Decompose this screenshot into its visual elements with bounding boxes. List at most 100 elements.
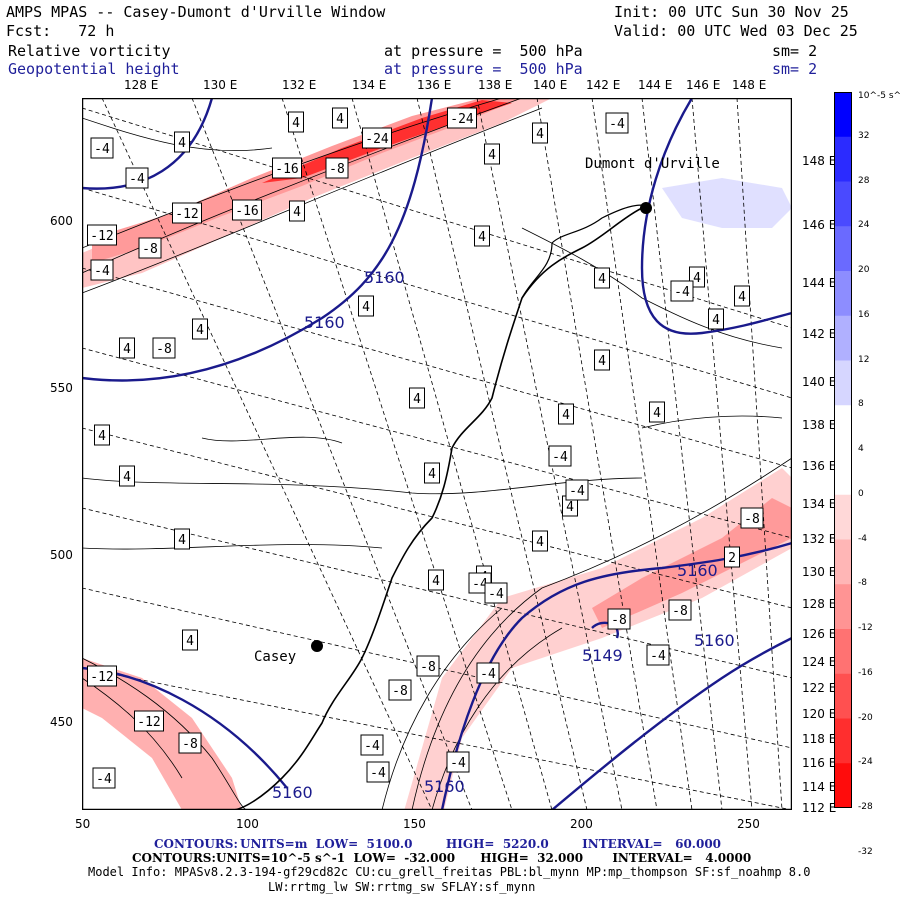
colorbar-cell [834,136,852,182]
colorbar-label: -4 [858,533,867,544]
colorbar-label: 12 [858,354,870,365]
colorbar-cell [834,584,852,630]
lon-label: 134 E [352,78,387,92]
svg-text:4: 4 [196,323,204,338]
svg-text:-4: -4 [364,739,380,754]
contour-info-label-1: CONTOURS: [154,837,238,851]
svg-text:-4: -4 [609,117,625,132]
svg-text:-4: -4 [552,450,568,465]
height-label: 5160 [304,313,345,332]
colorbar-label: 20 [858,265,870,275]
lon-label-right: 114 E [802,780,837,794]
colorbar-cell [834,763,852,808]
colorbar-cell [834,450,852,496]
vorticity-label: 4 [649,401,665,423]
field2-sm: sm= 2 [772,60,818,78]
field1-name: Relative vorticity [8,42,171,60]
svg-text:-8: -8 [611,613,627,628]
vorticity-contour [411,457,792,810]
vorticity-label: 4 [182,629,198,651]
lon-label-right: 140 E [802,375,837,389]
colorbar-cell [834,718,852,764]
vorticity-label: 4 [119,337,135,359]
contour-info-2: UNITS=10^-5 s^-1 LOW= -32.000 HIGH= 32.0… [216,851,752,865]
svg-text:-4: -4 [96,772,112,787]
colorbar-label: 28 [858,175,870,186]
svg-text:-4: -4 [94,264,110,279]
vorticity-labels: 4 4 -24 -24 4 -4 4 4 -4 -16 -8 -4 -12 -16 4 -12 -8 4 4 -4 4 4… [87,107,764,789]
vorticity-label: -4 [366,761,390,783]
colorbar-label: -20 [858,712,873,723]
vorticity-label: -4 [548,445,572,467]
map-plot: Dumont d'Urville Casey 5160 5160 5160 51… [82,98,792,810]
vorticity-label: 4 [532,530,548,552]
colorbar-label: 8 [858,399,864,410]
height-contours [82,98,792,810]
svg-text:4: 4 [653,406,661,421]
svg-text:4: 4 [413,392,421,407]
height-labels: 5160 5160 5160 5160 5160 5160 5149 [272,268,735,802]
vorticity-label: -12 [172,202,202,224]
colorbar-label: -8 [858,578,867,589]
vorticity-label: 4 [594,349,610,371]
parallel [82,507,792,679]
svg-text:-16: -16 [235,204,258,219]
vorticity-label: 4 [289,200,305,222]
svg-text:4: 4 [598,354,606,369]
vorticity-label: 4 [192,318,208,340]
svg-text:-12: -12 [90,229,113,244]
svg-text:-4: -4 [94,142,110,157]
vorticity-label: -4 [605,112,629,134]
vorticity-label: 4 [594,267,610,289]
station-dumont [640,202,652,214]
vorticity-label: 4 [474,225,490,247]
vorticity-label: -4 [125,167,149,189]
vorticity-label: -12 [87,665,117,687]
vorticity-label: -8 [740,507,764,529]
vorticity-label: -12 [134,710,164,732]
vorticity-contour [201,436,343,444]
colorbar-cell [834,271,852,317]
height-contour [551,636,792,810]
svg-text:2: 2 [728,551,736,566]
colorbar-cell [834,181,852,227]
lon-label-right: 138 E [802,418,837,432]
meridian [641,98,723,810]
svg-text:-12: -12 [137,715,160,730]
colorbar-label: -16 [858,667,873,678]
colorbar [834,92,852,808]
vorticity-contour [641,415,783,429]
vorticity-label: -8 [138,237,162,259]
colorbar-label: 32 [858,130,870,141]
field2-level: at pressure = 500 hPa [384,60,583,78]
vorticity-label: -4 [360,734,384,756]
vorticity-contour [521,227,783,349]
svg-text:4: 4 [562,408,570,423]
height-contour [82,98,214,190]
colorbar-label: -24 [858,757,873,768]
colorbar-label: -28 [858,802,873,812]
height-label: 5160 [272,783,313,802]
lon-label-right: 132 E [802,532,837,546]
lon-label: 138 E [478,78,513,92]
height-contour [82,98,434,382]
svg-text:4: 4 [292,116,300,131]
svg-text:-4: -4 [674,285,690,300]
colorbar-label: 16 [858,309,870,320]
vorticity-label: -4 [92,767,116,789]
contour-info-1: UNITS=m LOW= 5100.0 HIGH= 5220.0 INTERVA… [240,837,722,851]
lon-label: 142 E [586,78,621,92]
meridian [591,98,693,810]
vorticity-label: 4 [174,528,190,550]
colorbar-label: -32 [858,846,873,857]
colorbar-cell [834,539,852,585]
height-label: 5160 [424,777,465,796]
vorticity-label: -16 [272,157,302,179]
svg-text:-8: -8 [420,660,436,675]
vorticity-contour [82,477,643,495]
station-name: Dumont d'Urville [585,156,720,172]
parallel [82,587,792,749]
height-contour [440,541,792,810]
colorbar-cell [834,629,852,675]
meridian [101,98,433,810]
